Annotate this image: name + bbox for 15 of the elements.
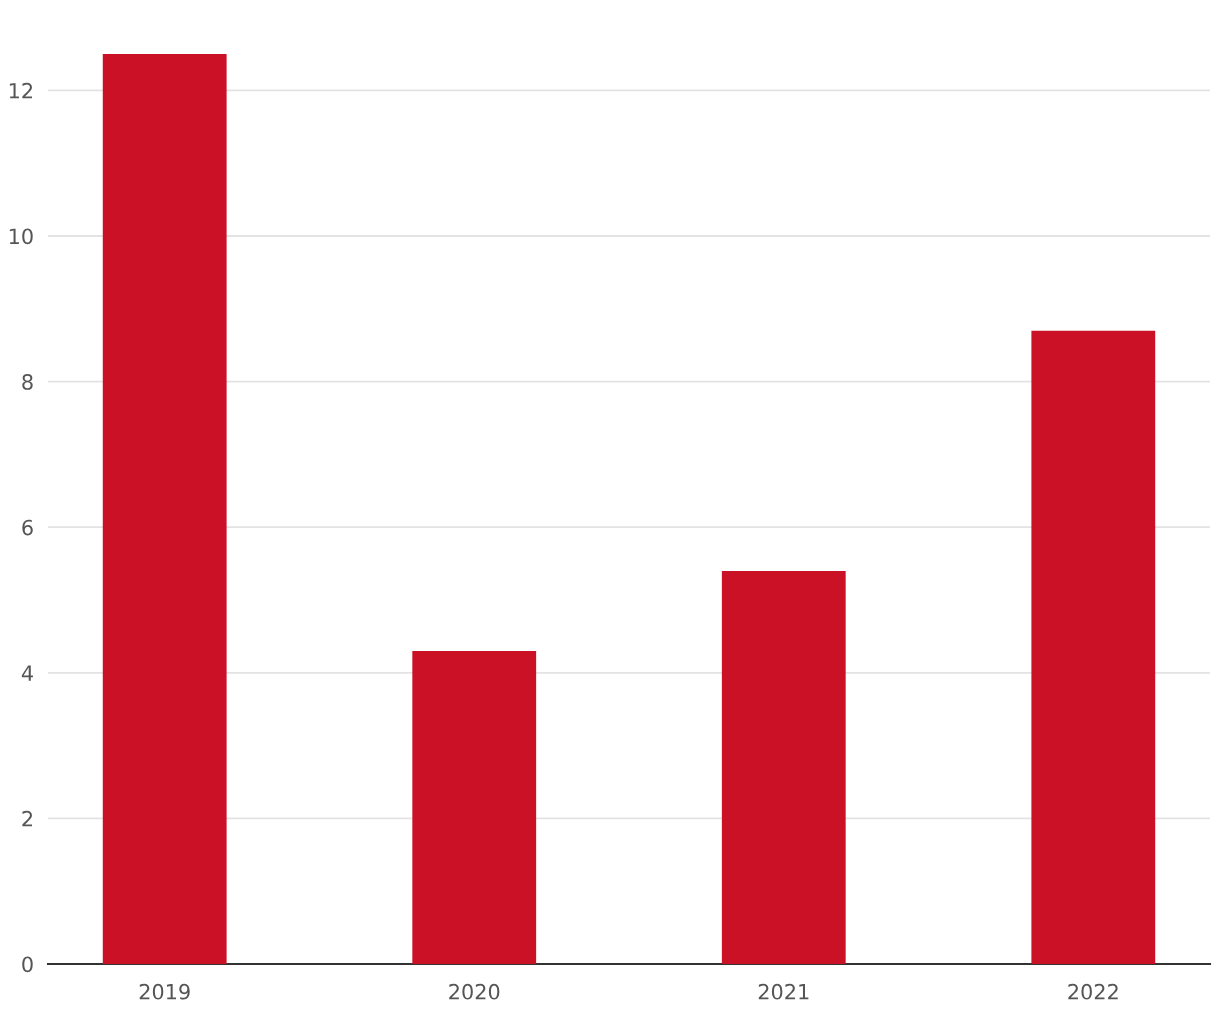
bar	[412, 650, 537, 964]
bar	[721, 570, 846, 964]
y-tick-label: 6	[22, 519, 33, 536]
y-tick-label: 4	[21, 665, 33, 681]
y-tick-label: 8	[22, 374, 33, 390]
y-tick-label: 0	[22, 956, 33, 973]
x-tick-label: 2020	[449, 983, 500, 1000]
x-tick-label: 2021	[758, 983, 809, 1000]
y-tick-label: 12	[9, 82, 33, 99]
y-tick-label: 10	[9, 228, 33, 245]
bar	[1031, 330, 1156, 964]
x-tick-label: 2022	[1068, 983, 1118, 1000]
bar	[102, 54, 227, 964]
y-tick-label: 2	[22, 810, 33, 827]
x-tick-label: 2019	[139, 983, 190, 1000]
